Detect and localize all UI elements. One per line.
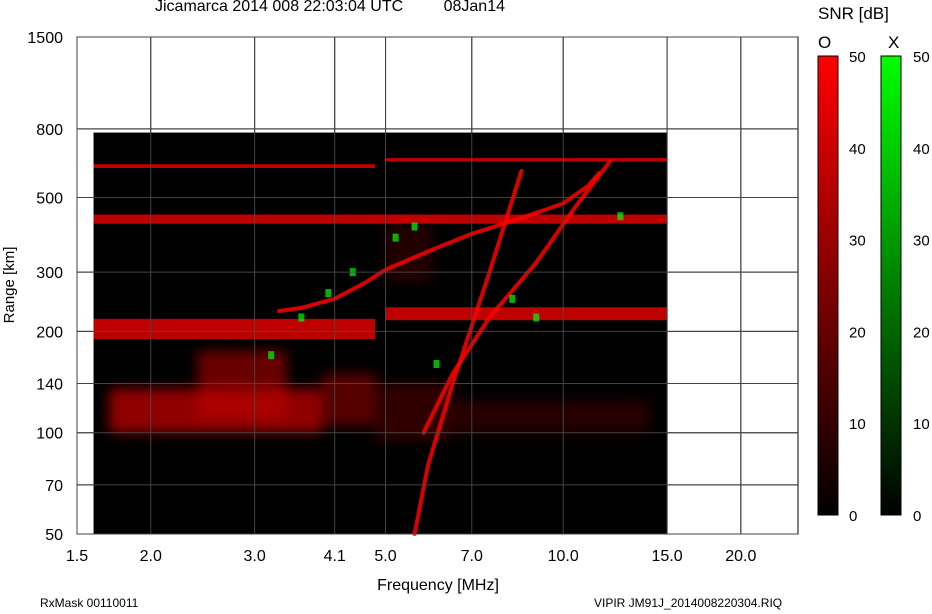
x-mode-point	[411, 222, 418, 231]
x-colorbar-tick-label: 0	[913, 508, 921, 525]
x-mode-point	[325, 289, 332, 298]
file-id-label: VIPIR JM91J_2014008220304.RIQ	[594, 596, 783, 610]
x-mode-point	[509, 294, 516, 303]
date-label: 08Jan14	[443, 0, 505, 15]
o-colorbar-tick-label: 30	[849, 233, 866, 250]
o-mode-band	[385, 307, 668, 321]
chart-title: Jicamarca 2014 008 22:03:04 UTC 08Jan14	[0, 0, 660, 16]
echo-region	[321, 373, 376, 426]
x-mode-point	[533, 313, 540, 322]
y-tick-label: 300	[36, 265, 63, 282]
x-colorbar-tick-label: 10	[913, 416, 930, 433]
x-mode-point	[298, 313, 305, 322]
echo-region	[452, 400, 650, 433]
x-tick-label: 20.0	[725, 548, 756, 565]
x-colorbar-tick-label: 20	[913, 324, 930, 341]
colorbar-tick-labels: 50 50 40 40 30 30 20 20 10 10 0 0	[849, 49, 930, 525]
x-mode-point	[433, 360, 440, 369]
x-tick-label: 1.5	[66, 548, 88, 565]
x-colorbar-tick-label: 30	[913, 233, 930, 250]
y-tick-label: 140	[36, 377, 63, 394]
x-colorbar	[880, 55, 902, 516]
x-tick-label: 3.0	[244, 548, 266, 565]
y-tick-label: 50	[45, 527, 63, 544]
y-tick-label: 500	[36, 191, 63, 208]
echo-region	[197, 350, 287, 419]
o-mode-trace	[277, 171, 601, 313]
o-mode-band	[385, 158, 668, 162]
x-mode-point	[617, 212, 624, 221]
x-tick-labels: 1.5 2.0 3.0 4.1 5.0 7.0 10.0 15.0 20.0	[66, 548, 757, 565]
echo-glow	[109, 223, 650, 441]
data-layer	[93, 132, 668, 536]
y-tick-labels: 50 70 100 140 200 300 500 800 1500	[27, 30, 63, 544]
o-colorbar-tick-label: 20	[849, 324, 866, 341]
o-mode-band	[93, 214, 668, 224]
o-mode-band	[93, 164, 376, 168]
x-mode-point	[392, 233, 399, 242]
x-tick-label: 4.1	[324, 548, 346, 565]
o-colorbar-tick-label: 40	[849, 141, 866, 158]
o-mode-band	[93, 318, 376, 339]
x-tick-label: 5.0	[374, 548, 396, 565]
o-colorbar-tick-label: 50	[849, 49, 866, 66]
grid-overlay	[76, 36, 798, 535]
y-tick-label: 1500	[27, 30, 63, 47]
x-mode-point	[268, 351, 275, 360]
o-colorbar-tick-label: 0	[849, 508, 857, 525]
o-colorbar-tick-label: 10	[849, 416, 866, 433]
x-tick-label: 10.0	[548, 548, 579, 565]
x-tick-label: 7.0	[461, 548, 483, 565]
x-tick-label: 2.0	[140, 548, 162, 565]
y-axis-label: Range [km]	[1, 247, 18, 324]
echo-region	[375, 383, 453, 441]
x-tick-label: 15.0	[652, 548, 683, 565]
o-colorbar	[817, 55, 839, 516]
x-colorbar-tick-label: 40	[913, 141, 930, 158]
station-timestamp: Jicamarca 2014 008 22:03:04 UTC	[155, 0, 404, 15]
x-colorbar-tick-label: 50	[913, 49, 930, 66]
y-tick-label: 70	[45, 478, 63, 495]
o-mode-label: O	[818, 33, 832, 52]
x-mode-label: X	[888, 33, 900, 52]
rx-mask-label: RxMask 00110011	[40, 596, 139, 610]
y-tick-label: 800	[36, 122, 63, 139]
x-axis-label: Frequency [MHz]	[377, 577, 499, 594]
y-tick-label: 200	[36, 324, 63, 341]
y-tick-label: 100	[36, 426, 63, 443]
colorbar-title: SNR [dB]	[818, 4, 889, 23]
